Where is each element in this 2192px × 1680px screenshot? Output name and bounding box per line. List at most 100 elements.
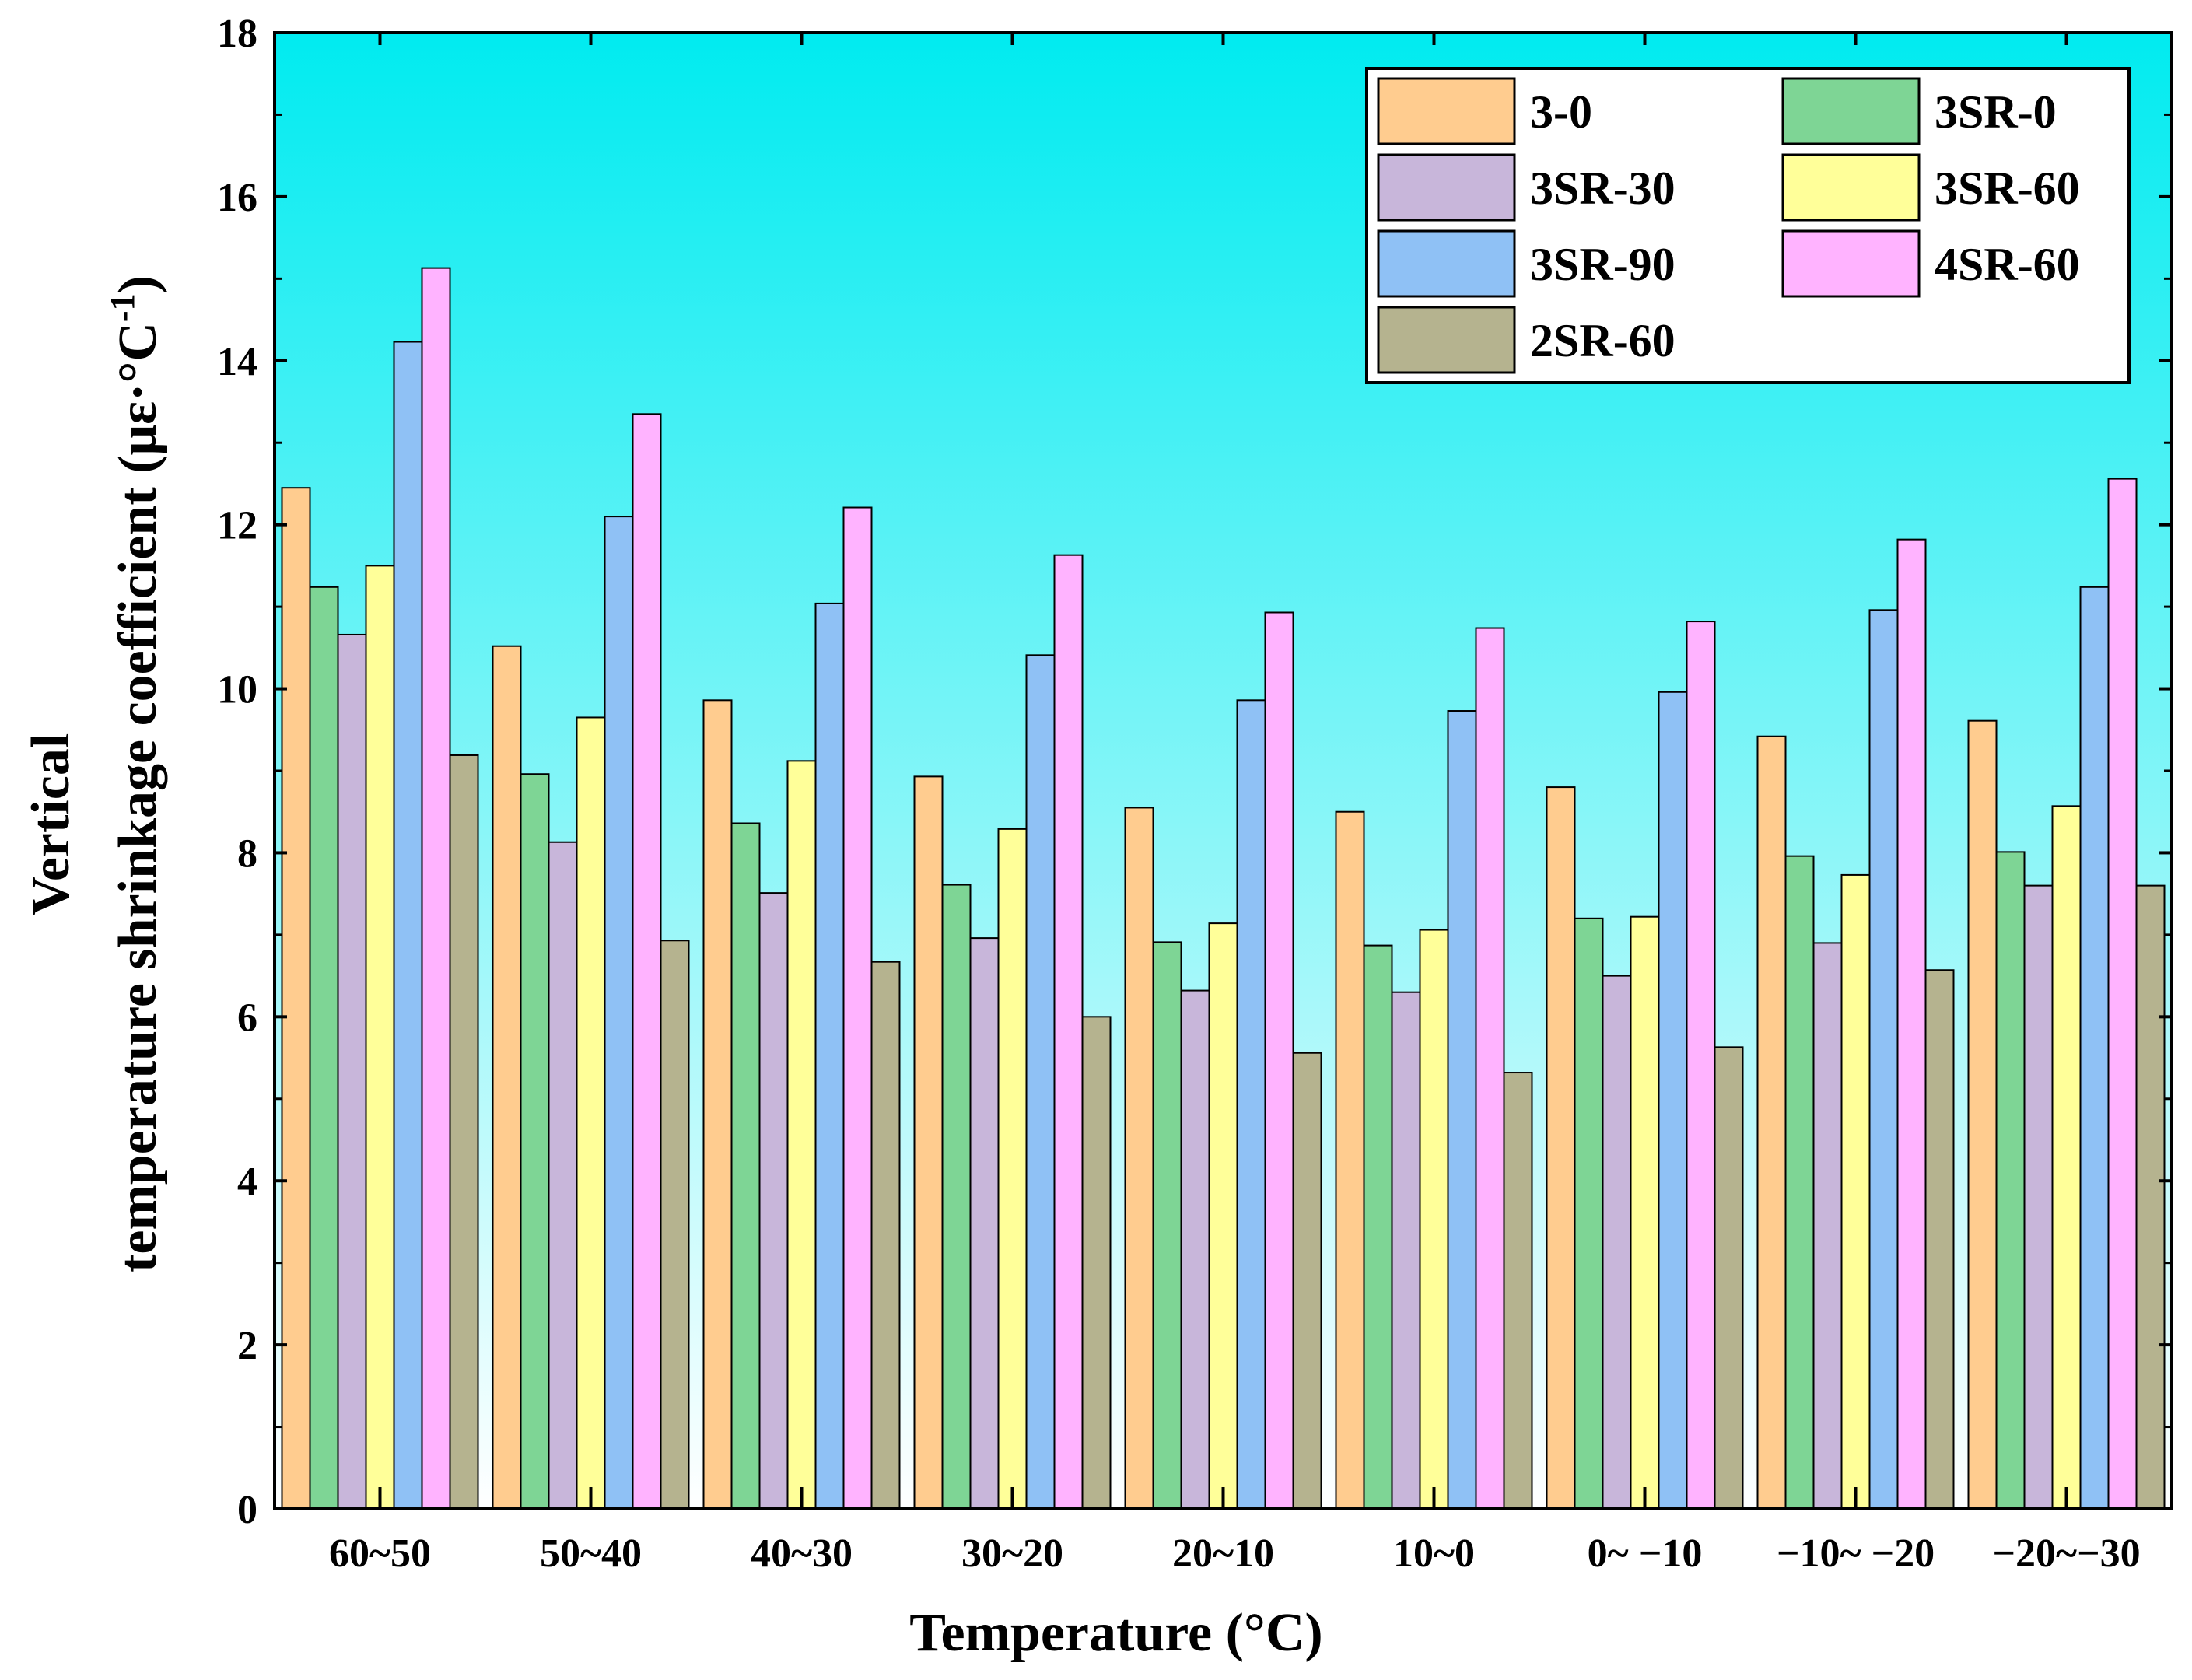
bar-3SR-0-5 [1363,944,1393,1510]
bar-3SR-60-5 [1419,929,1449,1510]
y-tick-label: 12 [217,504,257,548]
bars-layer [281,267,2166,1510]
bar-3SR-0-4 [1152,941,1182,1510]
bar-3SR-30-6 [1602,975,1632,1510]
plot-frame [273,31,2173,1510]
bar-3SR-60-6 [1630,915,1660,1510]
legend-label-3SR-30: 3SR-30 [1530,163,1676,214]
bar-2SR-60-3 [1081,1016,1112,1510]
bar-2SR-60-2 [870,961,901,1510]
bar-3SR-90-1 [604,516,634,1510]
bar-3SR-30-0 [337,633,367,1510]
y-axis-title-line2-main: temperature shrinkage coefficient (με·°C [108,322,168,1272]
bar-4SR-60-1 [632,413,662,1510]
y-tick-label: 2 [237,1324,257,1368]
bar-3-0-6 [1546,786,1576,1510]
legend-label-3SR-60: 3SR-60 [1935,163,2080,214]
y-tick-label: 4 [237,1160,257,1204]
bar-2SR-60-0 [449,754,479,1510]
x-tick-label: −10~ −20 [1777,1531,1935,1576]
bar-3-0-2 [702,699,733,1510]
ticks-layer: 0 2 4 6 8 10 12 14 16 18 60~50 50~40 40~30 30~20 20~10… [217,12,2172,1576]
bar-3-0-8 [1967,719,1998,1510]
bar-3SR-30-3 [969,937,1000,1510]
bar-3SR-60-4 [1208,922,1238,1510]
y-axis-title: Vertical [21,733,81,916]
y-tick-label: 10 [217,668,257,712]
bar-3SR-30-5 [1391,991,1421,1510]
legend: 3-0 3SR-0 3SR-30 3SR-60 3SR-90 4SR-60 2SR-60 [1365,67,2131,384]
x-axis-title: Temperature (°C) [909,1603,1323,1663]
bar-3-0-7 [1756,735,1787,1510]
bar-2SR-60-7 [1924,969,1955,1510]
legend-swatch-3SR-90 [1377,229,1516,298]
y-axis-title-line1: Vertical [21,733,81,916]
bar-4SR-60-6 [1686,621,1716,1510]
y-axis-title-line2: temperature shrinkage coefficient (με·°C… [103,275,168,1272]
bar-2SR-60-4 [1292,1052,1322,1510]
bar-4SR-60-3 [1053,554,1084,1510]
y-tick-label: 6 [237,996,257,1040]
bar-3SR-30-4 [1180,989,1210,1510]
legend-swatch-3-0 [1377,77,1516,145]
legend-label-3SR-0: 3SR-0 [1935,86,2057,138]
legend-label-4SR-60: 4SR-60 [1935,239,2080,290]
bar-4SR-60-2 [842,506,873,1510]
x-tick-label: −20~−30 [1992,1531,2140,1576]
bar-3SR-60-1 [576,716,606,1510]
y-axis-title-superscript: -1 [103,293,142,322]
legend-swatch-2SR-60 [1377,306,1516,374]
y-axis-title-line2-group: temperature shrinkage coefficient (με·°C… [103,275,168,1272]
y-axis-title-close: ) [108,275,168,293]
y-tick-label: 16 [217,176,257,220]
bar-4SR-60-4 [1264,611,1294,1510]
bar-2SR-60-1 [660,940,690,1510]
bar-3SR-90-3 [1025,654,1056,1510]
bar-3SR-90-2 [814,602,845,1510]
bar-3SR-0-2 [730,822,761,1510]
bar-3SR-0-7 [1784,855,1815,1510]
bar-3SR-90-7 [1868,609,1899,1510]
bar-4SR-60-0 [421,267,451,1510]
bar-3SR-0-0 [309,586,339,1510]
x-tick-label: 0~ −10 [1588,1531,1703,1576]
bar-2SR-60-6 [1714,1046,1744,1510]
bar-3SR-60-3 [997,828,1028,1510]
bar-3SR-90-6 [1658,691,1688,1510]
bar-3SR-90-8 [2079,586,2110,1510]
x-tick-label: 10~0 [1393,1531,1475,1576]
y-tick-label: 8 [237,831,257,876]
y-tick-label: 0 [237,1488,257,1532]
bar-3SR-90-4 [1236,699,1266,1510]
legend-swatch-3SR-30 [1377,153,1516,222]
bar-3-0-5 [1335,810,1365,1510]
bar-3-0-0 [281,487,311,1510]
bar-3SR-30-7 [1812,942,1843,1510]
bar-3-0-3 [913,775,944,1510]
legend-swatch-4SR-60 [1781,229,1921,298]
y-tick-label: 14 [217,340,257,384]
y-tick-label: 18 [217,12,257,56]
legend-swatch-3SR-60 [1781,153,1921,222]
bar-3-0-1 [492,645,522,1510]
bar-3SR-30-1 [548,841,578,1510]
legend-label-3SR-90: 3SR-90 [1530,239,1676,290]
bar-3SR-30-2 [758,892,789,1510]
x-tick-label: 50~40 [540,1531,642,1576]
x-tick-label: 30~20 [961,1531,1063,1576]
bar-3SR-60-2 [786,760,817,1510]
legend-swatch-3SR-0 [1781,77,1921,145]
legend-label-3-0: 3-0 [1530,86,1592,138]
bar-3SR-0-1 [520,773,550,1510]
bar-3SR-60-8 [2051,805,2082,1510]
bar-3SR-60-7 [1840,873,1871,1510]
bar-3SR-60-0 [365,565,395,1510]
x-tick-label: 20~10 [1172,1531,1274,1576]
x-tick-label: 40~30 [751,1531,853,1576]
bar-4SR-60-8 [2107,478,2138,1510]
bar-3SR-90-5 [1447,710,1477,1510]
bar-4SR-60-5 [1475,627,1505,1510]
bar-2SR-60-8 [2135,884,2166,1510]
legend-label-2SR-60: 2SR-60 [1530,315,1676,366]
